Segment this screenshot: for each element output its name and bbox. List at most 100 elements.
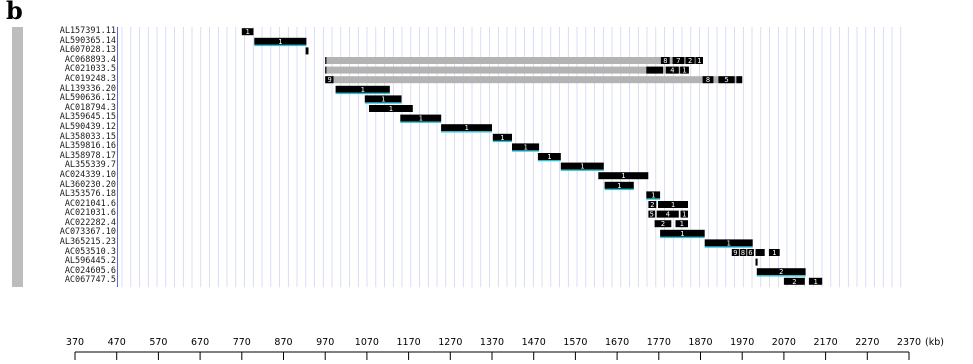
clone-underline — [560, 169, 604, 171]
axis-tick-label: 2270 — [855, 337, 879, 348]
clone-segment — [695, 57, 703, 64]
clone-label: AL157391.11 — [59, 26, 116, 36]
clone-label: AC018794.3 — [64, 102, 116, 113]
segment-number: 9 — [733, 249, 737, 257]
clone-segment — [492, 133, 512, 141]
segment-number: 2 — [792, 278, 796, 286]
chromosome-strip — [12, 27, 23, 287]
clone-label: AC073367.10 — [59, 227, 116, 238]
segment-number: 1 — [671, 201, 675, 209]
axis-tick-label: 570 — [149, 337, 167, 348]
clone-row: 9 8 5 — [325, 76, 743, 84]
clone-label: AC019248.3 — [64, 73, 116, 84]
clone-row: 1 — [537, 153, 561, 162]
segment-number: 5 — [724, 76, 728, 84]
clone-gray-bar — [325, 76, 743, 84]
clone-segment — [241, 28, 254, 36]
axis-tick-label: 1770 — [647, 337, 671, 348]
segment-number: 1 — [680, 220, 684, 228]
clone-segment — [537, 153, 561, 160]
segment-number: 2 — [779, 268, 783, 276]
clone-underline — [512, 150, 540, 152]
axis-tick-label: 1270 — [438, 337, 462, 348]
panel-letter: b — [6, 0, 23, 25]
clone-segment — [364, 95, 402, 103]
clone-label: AC024605.6 — [64, 265, 116, 276]
clone-row: 1 — [241, 28, 254, 36]
clone-row: 1 — [335, 85, 390, 95]
clone-segment — [685, 57, 695, 64]
clone-segment — [648, 201, 657, 208]
clone-segment — [598, 172, 649, 180]
clone-row: 1 — [646, 191, 661, 200]
clone-label: AC021031.6 — [64, 208, 116, 219]
axis-tick-label: 870 — [274, 337, 292, 348]
clone-underline — [660, 236, 705, 239]
clone-label: AC067747.5 — [64, 275, 116, 286]
clone-row: 1 — [598, 172, 649, 180]
clone-segment — [369, 105, 413, 112]
segment-number: 1 — [772, 249, 776, 257]
clone-row: 1 — [704, 239, 753, 248]
segment-number: 8 — [663, 57, 667, 65]
clone-underline — [364, 102, 402, 104]
segment-number: 1 — [381, 95, 385, 103]
segment-number: 1 — [245, 28, 249, 36]
clone-row: 1 — [400, 114, 442, 123]
segment-number: 8 — [706, 76, 710, 84]
clone-segment — [731, 249, 739, 256]
clone-segment — [672, 57, 685, 64]
axis-tick-label: 970 — [316, 337, 334, 348]
axis-unit-label: (kb) — [925, 337, 944, 348]
clone-row: 1 — [560, 162, 604, 171]
kb-axis: 370 470 570 670 770 870 970 1070 1170 1270 1370 147… — [66, 337, 944, 360]
clone-row: 1 — [492, 133, 512, 143]
clone-segment — [768, 249, 780, 256]
segment-number: 1 — [500, 134, 504, 142]
clone-underline — [646, 198, 661, 200]
clone-label: AL359816.16 — [59, 141, 116, 152]
segment-number: 1 — [389, 105, 393, 113]
segment-number: 1 — [464, 124, 468, 132]
clone-row: 1 — [660, 229, 705, 239]
clone-underline — [400, 121, 442, 123]
axis-tick-label: 1670 — [605, 337, 629, 348]
clone-row: 2 — [756, 268, 806, 277]
axis-tick-label: 1370 — [480, 337, 504, 348]
segment-number: 1 — [419, 115, 423, 123]
clone-underline — [756, 275, 806, 277]
label-divider-line — [117, 27, 118, 287]
clone-row: 1 — [254, 37, 307, 47]
clone-segment — [325, 76, 334, 84]
clone-underline — [492, 140, 512, 143]
clone-underline — [537, 160, 561, 162]
clone-segment — [648, 210, 656, 218]
clone-row — [305, 47, 309, 55]
clone-row: 5 4 1 — [648, 210, 688, 219]
clone-segment — [656, 210, 679, 218]
segment-number: 8 — [741, 249, 745, 257]
clone-gray-bar — [325, 66, 689, 74]
segment-number: 1 — [726, 239, 730, 247]
axis-tick-label: 1870 — [688, 337, 712, 348]
segment-number: 1 — [278, 38, 282, 46]
segment-number: 2 — [688, 57, 692, 65]
clone-underline — [335, 92, 390, 95]
clone-segment — [755, 249, 765, 256]
clone-segment — [305, 47, 309, 55]
clone-segment — [718, 76, 735, 84]
clone-label: AL607028.13 — [59, 45, 116, 56]
segment-number: 1 — [697, 57, 701, 65]
segment-number: 1 — [651, 191, 655, 199]
segment-number: 1 — [523, 143, 527, 151]
clone-row: 1 — [512, 143, 540, 152]
clone-segment — [675, 220, 688, 228]
axis-tick-label: 2370 — [897, 337, 921, 348]
clone-label: AC021041.6 — [64, 198, 116, 209]
clone-row: 1 — [364, 95, 402, 104]
segment-number: 1 — [682, 211, 686, 219]
